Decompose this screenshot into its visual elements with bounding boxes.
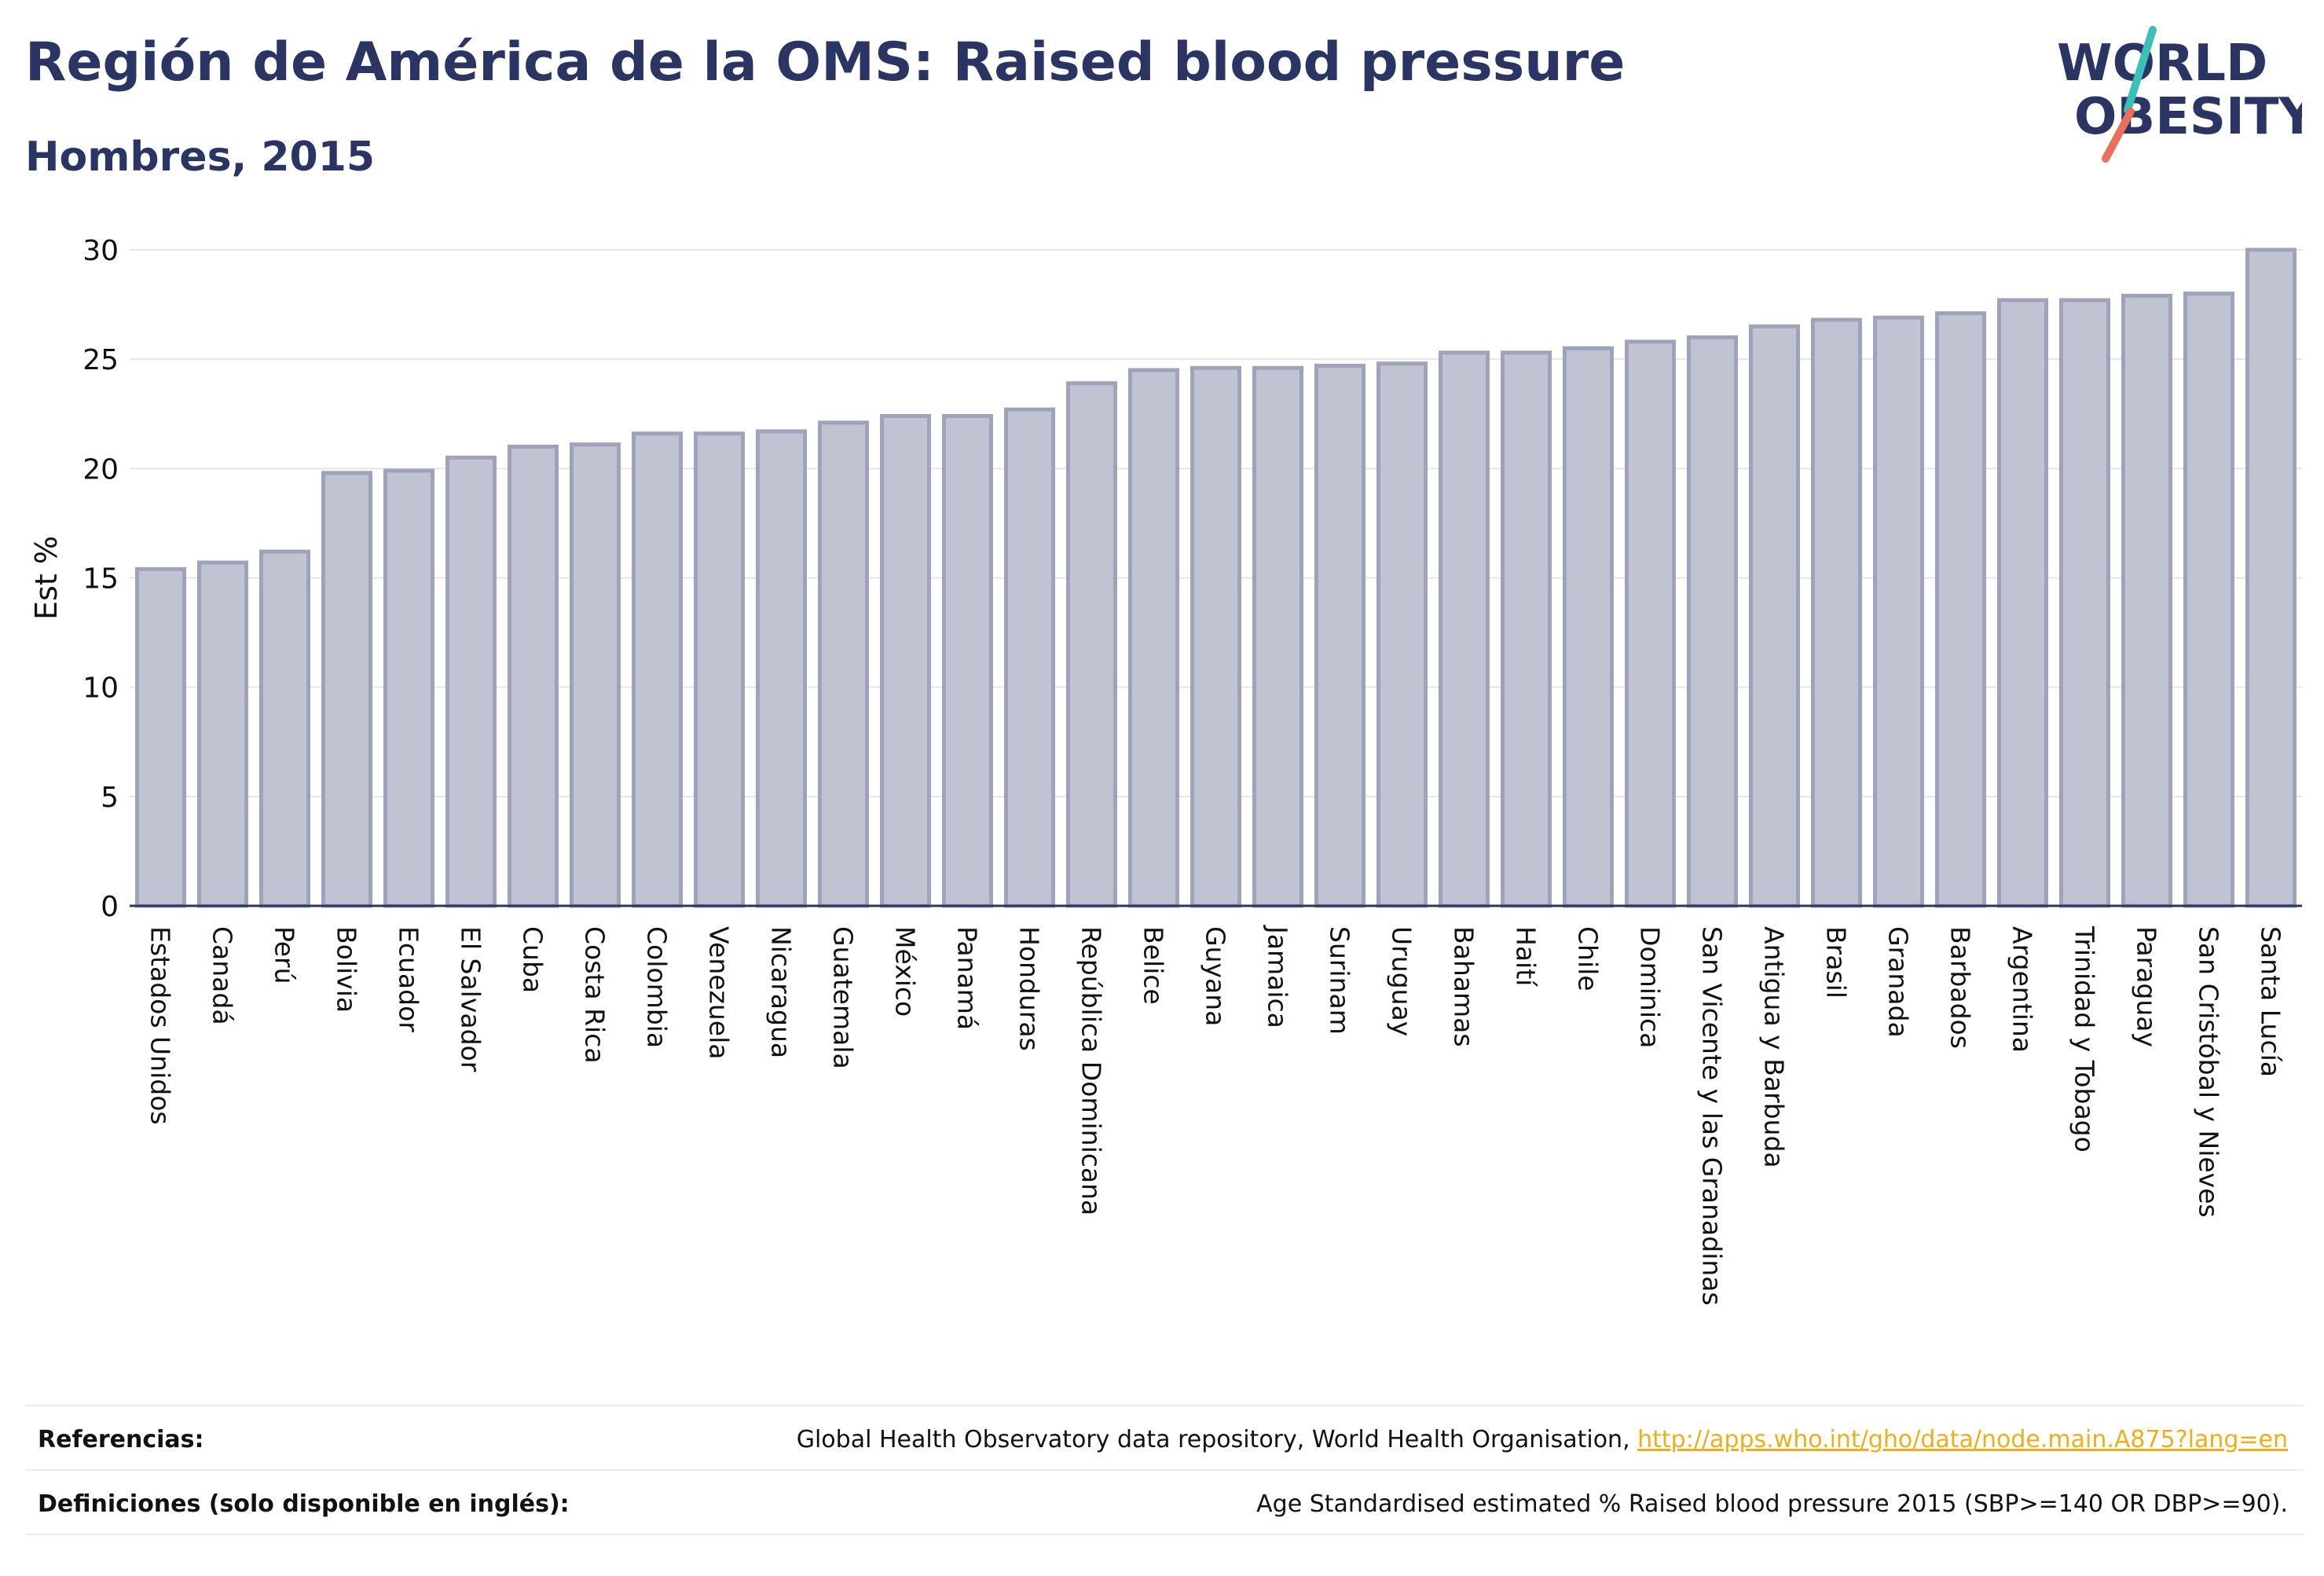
bar — [1872, 315, 1925, 908]
x-tick-label: Estados Unidos — [145, 926, 176, 1125]
bar — [134, 566, 187, 908]
x-tick-label: República Dominicana — [1076, 926, 1107, 1215]
x-tick-label: Argentina — [2007, 926, 2038, 1053]
x-tick-label: México — [890, 926, 921, 1017]
bar — [1748, 324, 1801, 908]
bar — [1810, 317, 1863, 908]
x-tick-labels: Estados Unidos Canadá Perú Bolivia Ecuador El… — [145, 925, 2286, 1306]
bar — [2121, 293, 2173, 908]
page-title: Región de América de la OMS: Raised bloo… — [25, 31, 1626, 93]
bar — [258, 549, 311, 908]
y-tick-label: 10 — [82, 673, 119, 705]
references-value: Global Health Observatory data repositor… — [797, 1426, 2288, 1453]
bar — [321, 471, 373, 908]
bar — [755, 429, 808, 908]
y-tick-label: 5 — [101, 782, 119, 814]
x-tick-label: Uruguay — [1387, 926, 1417, 1036]
bar — [1252, 365, 1304, 908]
bar — [1127, 368, 1180, 908]
logo-word-world: WORLD — [2057, 35, 2267, 93]
definitions-label: Definiciones (solo disponible en inglés)… — [38, 1490, 570, 1518]
logo-word-obesity: OBESITY — [2074, 88, 2302, 146]
y-axis-label: Est % — [29, 536, 64, 620]
definitions-value: Age Standardised estimated % Raised bloo… — [1256, 1490, 2288, 1518]
bar-chart: 0 5 10 15 20 25 30 Estados Unidos Canadá Perú Bol… — [29, 235, 2302, 1306]
x-tick-label: Dominica — [1635, 926, 1666, 1048]
bar — [1686, 335, 1739, 908]
bar — [1003, 407, 1056, 908]
x-tick-label: Perú — [269, 926, 300, 984]
y-tick-label: 25 — [82, 344, 119, 376]
x-tick-label: Belice — [1138, 926, 1169, 1005]
y-tick-label: 15 — [82, 563, 119, 596]
bar — [2183, 291, 2235, 908]
x-tick-label: Costa Rica — [580, 926, 610, 1064]
x-tick-label: Haití — [1511, 926, 1541, 988]
footer-divider-top — [25, 1405, 2304, 1406]
logo-slash-coral — [2102, 108, 2135, 163]
x-tick-label: Guatemala — [828, 926, 859, 1069]
bar — [1934, 311, 1987, 908]
x-tick-label: Colombia — [642, 926, 673, 1048]
x-tick-label: San Cristóbal y Nieves — [2194, 926, 2224, 1218]
x-tick-label: Trinidad y Tobago — [2069, 925, 2100, 1153]
bar — [507, 445, 559, 908]
page-subtitle: Hombres, 2015 — [25, 134, 376, 181]
x-tick-label: Ecuador — [394, 926, 424, 1032]
x-tick-label: Paraguay — [2132, 926, 2162, 1047]
references-text: Global Health Observatory data repositor… — [796, 1426, 1638, 1453]
bar — [879, 414, 932, 908]
x-tick-label: Barbados — [1945, 926, 1976, 1049]
bar — [631, 431, 684, 908]
x-tick-label: Brasil — [1821, 926, 1852, 999]
bar — [941, 414, 994, 908]
x-tick-label: Guyana — [1200, 926, 1231, 1026]
world-obesity-logo: WORLD OBESITY — [2057, 26, 2302, 163]
bar — [1500, 350, 1552, 908]
y-tick-labels: 0 5 10 15 20 25 30 — [82, 235, 119, 923]
x-tick-label: Surinam — [1325, 926, 1355, 1035]
x-tick-label: Chile — [1573, 926, 1604, 991]
y-tick-label: 20 — [82, 453, 119, 486]
x-tick-label: Antigua y Barbuda — [1759, 926, 1790, 1168]
references-link[interactable]: http://apps.who.int/gho/data/node.main.A… — [1637, 1426, 2288, 1453]
bar — [1562, 346, 1615, 908]
bar — [1189, 365, 1242, 908]
bar — [2058, 298, 2111, 908]
x-tick-label: Cuba — [518, 926, 548, 993]
bar — [1624, 339, 1677, 908]
footer-divider-middle — [25, 1469, 2304, 1471]
y-tick-label: 0 — [101, 891, 119, 923]
references-label: Referencias: — [38, 1426, 204, 1453]
logo-slash-teal — [2124, 26, 2157, 114]
bar — [196, 560, 249, 908]
x-tick-label: Jamaica — [1263, 925, 1293, 1028]
x-tick-label: Bolivia — [332, 926, 362, 1013]
x-tick-label: Honduras — [1014, 926, 1045, 1051]
bar — [2245, 247, 2297, 908]
footer-divider-bottom — [25, 1534, 2304, 1535]
x-tick-label: Canadá — [207, 926, 238, 1025]
x-tick-label: Santa Lucía — [2256, 926, 2286, 1077]
x-tick-label: Bahamas — [1449, 926, 1479, 1047]
bar — [1996, 298, 2049, 908]
bar — [569, 442, 621, 908]
bar — [1376, 361, 1428, 908]
bar — [693, 431, 746, 908]
x-tick-label: Granada — [1883, 926, 1914, 1038]
bar — [817, 420, 870, 908]
bar — [1314, 364, 1366, 908]
bar — [1065, 381, 1118, 908]
y-tick-label: 30 — [82, 235, 119, 267]
x-tick-label: San Vicente y las Granadinas — [1697, 926, 1728, 1306]
bars — [134, 247, 2297, 908]
x-tick-label: Venezuela — [704, 926, 735, 1059]
bar — [445, 455, 497, 908]
x-tick-label: Nicaragua — [766, 926, 797, 1058]
bar — [1438, 350, 1490, 908]
x-tick-label: Panamá — [952, 926, 983, 1030]
bar — [383, 468, 435, 908]
x-tick-label: El Salvador — [456, 926, 486, 1072]
